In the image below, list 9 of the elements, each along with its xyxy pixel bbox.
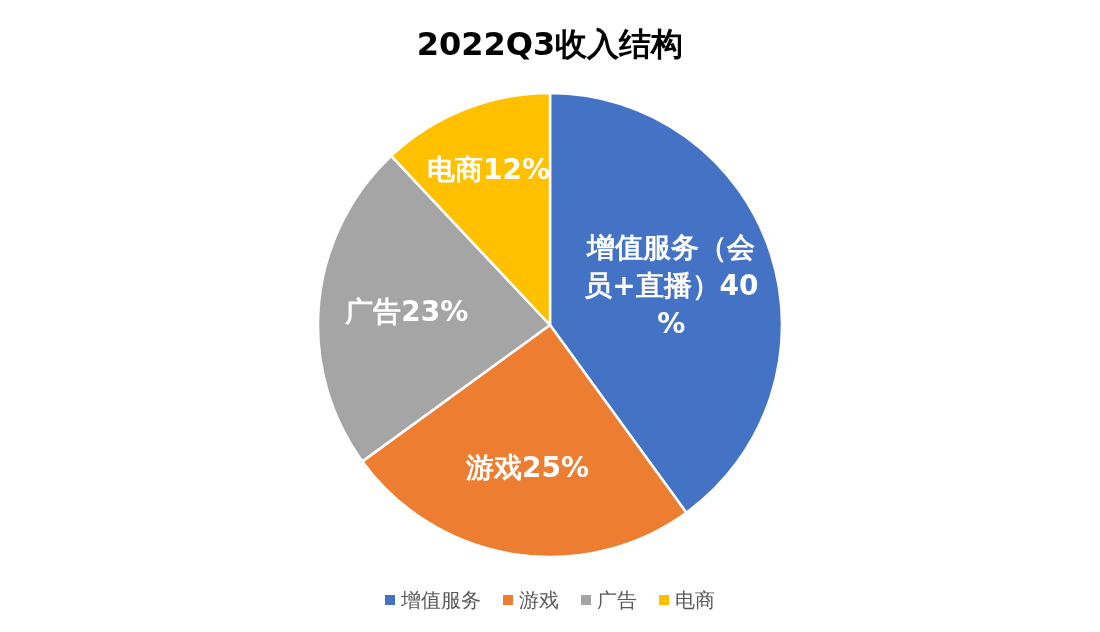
legend-label: 增值服务 bbox=[400, 588, 481, 612]
chart-title: 2022Q3收入结构 bbox=[416, 25, 684, 63]
legend-label: 游戏 bbox=[519, 588, 559, 612]
legend-label: 广告 bbox=[597, 588, 637, 612]
data-label: 广告23% bbox=[344, 294, 469, 328]
data-label: 增值服务（会员+直播）40% bbox=[584, 231, 759, 341]
data-label: 游戏25% bbox=[464, 450, 590, 484]
data-label: 电商12% bbox=[426, 153, 551, 187]
legend-label: 电商 bbox=[675, 588, 715, 612]
